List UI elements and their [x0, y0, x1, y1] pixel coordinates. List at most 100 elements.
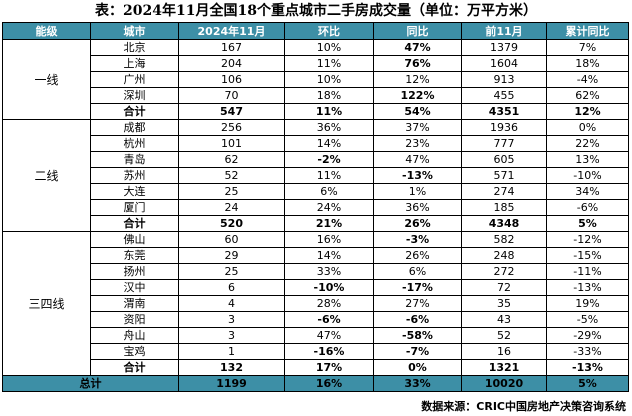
yoy-cell: 37%: [373, 119, 462, 136]
ytd-yoy-cell: 62%: [546, 87, 629, 104]
ytd-cell: 52: [461, 327, 547, 344]
city-cell: 厦门: [90, 199, 179, 216]
ytd-yoy-cell: -11%: [546, 263, 629, 280]
city-cell: 东莞: [90, 247, 179, 264]
ytd-cell: 913: [461, 71, 547, 88]
header-city: 城市: [90, 22, 179, 40]
yoy-cell: -7%: [373, 343, 462, 360]
mom-cell: 10%: [284, 71, 374, 88]
yoy-cell: -58%: [373, 327, 462, 344]
mom-cell: 18%: [284, 87, 374, 104]
table-row: 宝鸡 1 -16% -7% 16 -33%: [3, 343, 629, 360]
subtotal-row: 合计 547 11% 54% 4351 12%: [3, 103, 629, 120]
subtotal-yoy-cell: 26%: [373, 215, 462, 232]
total-ytd-yoy-cell: 5%: [546, 375, 629, 392]
nov-cell: 167: [178, 39, 285, 56]
table-row: 舟山 3 47% -58% 52 -29%: [3, 327, 629, 344]
table-row: 东莞 29 14% 26% 248 -15%: [3, 247, 629, 264]
table-row: 苏州 52 11% -13% 571 -10%: [3, 167, 629, 184]
table-row: 广州 106 10% 12% 913 -4%: [3, 71, 629, 88]
ytd-cell: 43: [461, 311, 547, 328]
ytd-yoy-cell: 7%: [546, 39, 629, 56]
subtotal-mom-cell: 17%: [284, 359, 374, 376]
ytd-cell: 1379: [461, 39, 547, 56]
city-cell: 扬州: [90, 263, 179, 280]
header-yoy: 同比: [373, 22, 462, 40]
mom-cell: -16%: [284, 343, 374, 360]
table-body: 一线 北京 167 10% 47% 1379 7% 上海 204 11% 76% 1604 18% 广州 1…: [2, 39, 629, 392]
subtotal-nov-cell: 520: [178, 215, 285, 232]
source-note: 数据来源：CRIC中国房地产决策咨询系统: [421, 400, 626, 413]
table-row: 资阳 3 -6% -6% 43 -5%: [3, 311, 629, 328]
nov-cell: 3: [178, 311, 285, 328]
ytd-yoy-cell: -12%: [546, 231, 629, 248]
subtotal-row: 合计 132 17% 0% 1321 -13%: [3, 359, 629, 376]
ytd-yoy-cell: -5%: [546, 311, 629, 328]
mom-cell: -2%: [284, 151, 374, 168]
mom-cell: 36%: [284, 119, 374, 136]
yoy-cell: 26%: [373, 247, 462, 264]
yoy-cell: 1%: [373, 183, 462, 200]
header-mom: 环比: [284, 22, 374, 40]
subtotal-ytd-yoy-cell: 12%: [546, 103, 629, 120]
table-row: 青岛 62 -2% 47% 605 13%: [3, 151, 629, 168]
table-row: 三四线 佛山 60 16% -3% 582 -12%: [2, 231, 629, 376]
ytd-cell: 35: [461, 295, 547, 312]
ytd-cell: 605: [461, 151, 547, 168]
total-label: 总计: [2, 375, 179, 392]
tier-cell: 二线: [2, 119, 91, 232]
subtotal-yoy-cell: 0%: [373, 359, 462, 376]
nov-cell: 204: [178, 55, 285, 72]
yoy-cell: 23%: [373, 135, 462, 152]
mom-cell: 14%: [284, 247, 374, 264]
yoy-cell: 12%: [373, 71, 462, 88]
nov-cell: 62: [178, 151, 285, 168]
total-nov-cell: 1199: [178, 375, 285, 392]
yoy-cell: 47%: [373, 151, 462, 168]
ytd-cell: 185: [461, 199, 547, 216]
header-ytd-yoy: 累计同比: [546, 22, 629, 40]
ytd-cell: 455: [461, 87, 547, 104]
tier-cell: 一线: [2, 39, 91, 120]
city-cell: 成都: [90, 119, 179, 136]
ytd-cell: 248: [461, 247, 547, 264]
mom-cell: 47%: [284, 327, 374, 344]
city-cell: 北京: [90, 39, 179, 56]
city-cell: 宝鸡: [90, 343, 179, 360]
header-tier: 能级: [2, 22, 91, 40]
nov-cell: 1: [178, 343, 285, 360]
nov-cell: 4: [178, 295, 285, 312]
total-yoy-cell: 33%: [373, 375, 462, 392]
city-cell: 广州: [90, 71, 179, 88]
header-nov: 2024年11月: [178, 22, 285, 40]
nov-cell: 52: [178, 167, 285, 184]
ytd-cell: 571: [461, 167, 547, 184]
ytd-cell: 582: [461, 231, 547, 248]
ytd-yoy-cell: 0%: [546, 119, 629, 136]
ytd-yoy-cell: 19%: [546, 295, 629, 312]
city-cell: 青岛: [90, 151, 179, 168]
yoy-cell: 27%: [373, 295, 462, 312]
subtotal-ytd-cell: 1321: [461, 359, 547, 376]
yoy-cell: 122%: [373, 87, 462, 104]
ytd-yoy-cell: 22%: [546, 135, 629, 152]
mom-cell: 24%: [284, 199, 374, 216]
yoy-cell: -6%: [373, 311, 462, 328]
transaction-table: 能级 城市 2024年11月 环比 同比 前11月 累计同比 一线 北京 167 10…: [2, 22, 629, 392]
ytd-cell: 272: [461, 263, 547, 280]
subtotal-yoy-cell: 54%: [373, 103, 462, 120]
ytd-cell: 1936: [461, 119, 547, 136]
mom-cell: 33%: [284, 263, 374, 280]
ytd-cell: 16: [461, 343, 547, 360]
subtotal-nov-cell: 132: [178, 359, 285, 376]
nov-cell: 60: [178, 231, 285, 248]
table-row: 汉中 6 -10% -17% 72 -13%: [3, 279, 629, 296]
yoy-cell: -17%: [373, 279, 462, 296]
nov-cell: 25: [178, 183, 285, 200]
table-title: 表：2024年11月全国18个重点城市二手房成交量（单位：万平方米）: [95, 3, 537, 19]
nov-cell: 70: [178, 87, 285, 104]
ytd-yoy-cell: -15%: [546, 247, 629, 264]
subtotal-nov-cell: 547: [178, 103, 285, 120]
subtotal-mom-cell: 11%: [284, 103, 374, 120]
ytd-yoy-cell: -29%: [546, 327, 629, 344]
